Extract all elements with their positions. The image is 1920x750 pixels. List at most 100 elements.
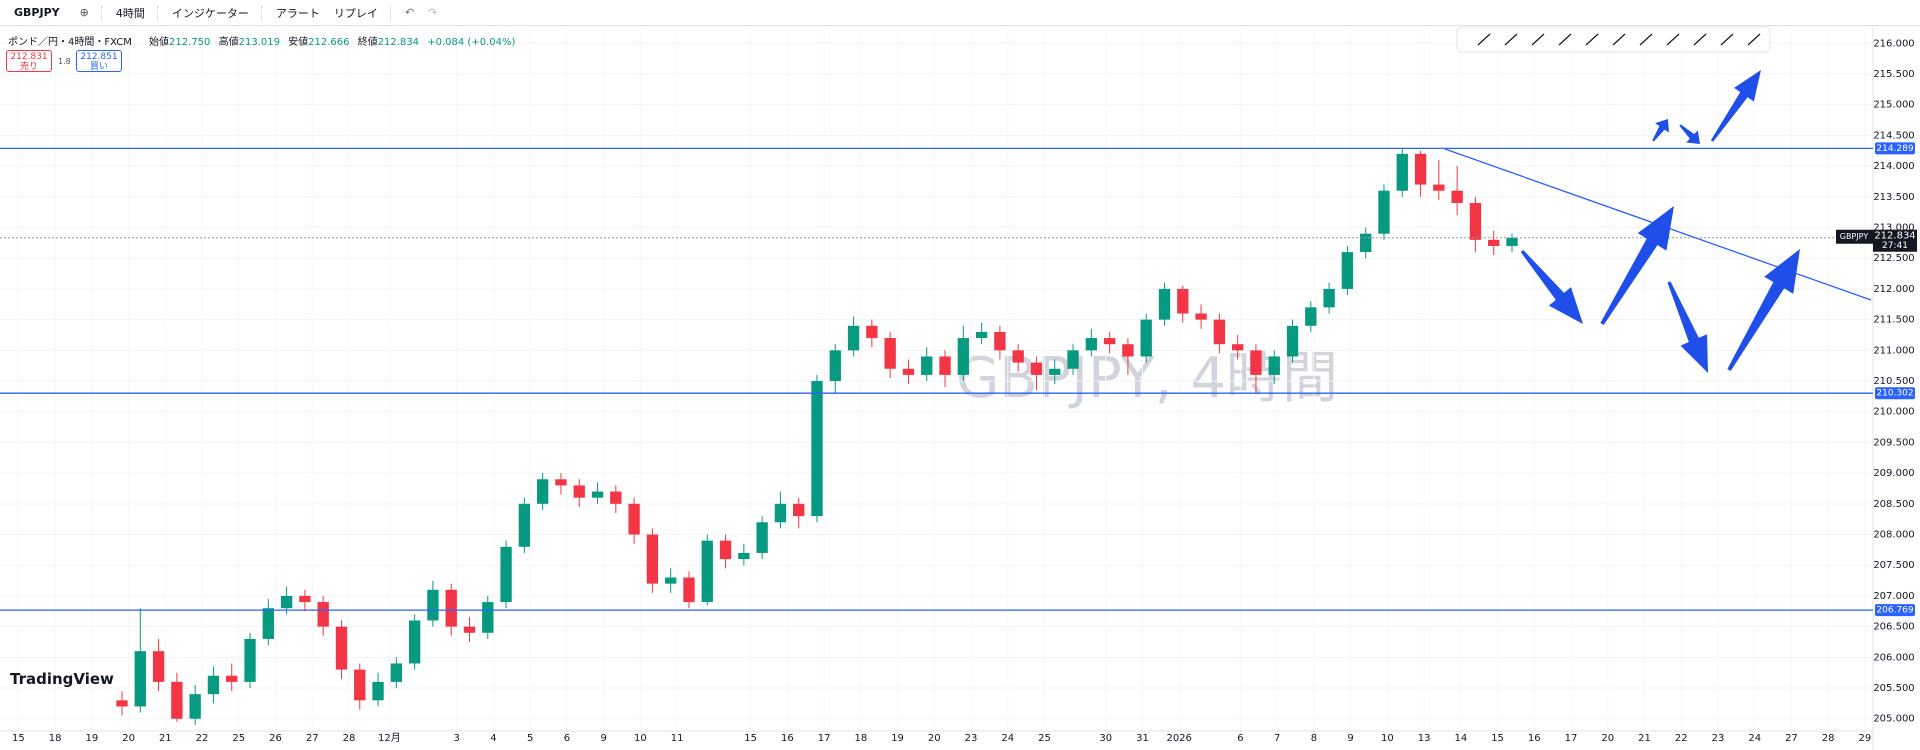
x-tick-label: 28	[343, 733, 356, 744]
x-tick-label: 4	[490, 733, 496, 744]
candle-body	[957, 338, 969, 375]
arrow	[1710, 70, 1761, 142]
candle-body	[335, 626, 348, 670]
ohlc-label: 終値	[357, 37, 378, 48]
arrow	[1727, 249, 1800, 371]
tool-icon	[1639, 33, 1653, 46]
arrow	[1667, 281, 1708, 373]
legend: ポンド／円・4時間・FXCM 始値212.750 高値213.019 安値212…	[8, 33, 520, 48]
candle-body	[1323, 288, 1335, 308]
x-tick-label: 28	[1822, 733, 1835, 744]
line-price-label: 206.769	[1876, 606, 1913, 616]
sell-button[interactable]: 212.831 売り	[6, 50, 52, 72]
tool-icon	[1585, 33, 1599, 46]
candle-body	[427, 589, 439, 621]
x-tick-label: 6	[1237, 733, 1243, 744]
candle-body	[1469, 202, 1482, 240]
candle-body	[1085, 338, 1098, 351]
x-tick-label: 9	[1347, 733, 1353, 744]
x-tick-label: 21	[1638, 733, 1651, 744]
ohlc-value: 213.019	[238, 37, 280, 48]
y-tick-label: 212.500	[1873, 253, 1914, 264]
x-tick-label: 10	[634, 733, 647, 744]
line-price-bg	[1875, 604, 1915, 617]
x-tick-label: 20	[928, 733, 941, 744]
candle-body	[1305, 307, 1317, 326]
y-tick-label: 206.500	[1873, 622, 1914, 633]
x-tick-label: 14	[1454, 733, 1467, 744]
drawing-toolbar	[1456, 26, 1771, 53]
last-price-label: 212.834	[1874, 231, 1915, 242]
candle-body	[262, 608, 274, 639]
tool-icon	[1531, 33, 1545, 46]
undo[interactable]: ↶	[404, 6, 415, 19]
candle-body	[829, 350, 841, 382]
x-tick-label: 19	[85, 733, 98, 744]
y-tick-label: 210.500	[1873, 376, 1914, 387]
candle-body	[134, 651, 146, 707]
x-tick-label: 21	[159, 733, 172, 744]
instrument: ポンド／円・4時間・FXCM	[8, 37, 132, 48]
y-tick-label: 216.000	[1873, 38, 1914, 49]
y-tick-label: 214.000	[1873, 161, 1914, 172]
line-price-label: 214.289	[1876, 144, 1913, 154]
indicators[interactable]: インジケーター	[171, 6, 249, 20]
tool-icon	[1693, 33, 1707, 46]
x-tick-label: 20	[1601, 733, 1614, 744]
arrow	[1652, 119, 1669, 142]
replay[interactable]: リプレイ	[333, 6, 378, 20]
y-tick-label: 215.000	[1873, 100, 1914, 111]
candle-body	[1103, 338, 1116, 345]
x-tick-label: 3	[454, 733, 460, 744]
candle-body	[1049, 368, 1061, 375]
y-tick-label: 215.500	[1873, 69, 1914, 80]
x-tick-label: 15	[1491, 733, 1504, 744]
compare[interactable]: ⊕	[79, 6, 89, 19]
candle-body	[500, 546, 512, 603]
candle-body	[866, 325, 878, 339]
x-tick-label: 2026	[1166, 733, 1191, 744]
candle-body	[1506, 237, 1518, 246]
candle-body	[683, 577, 695, 603]
candle-body	[1488, 239, 1500, 246]
last-price-bg	[1873, 229, 1917, 252]
candle-body	[280, 595, 293, 609]
symbol[interactable]: GBPJPY	[14, 6, 60, 19]
candle-body	[719, 540, 732, 560]
candle-body	[1250, 350, 1262, 375]
buy-price: 212.851	[80, 52, 118, 62]
candle-body	[573, 485, 585, 498]
candle-body	[793, 503, 805, 517]
separator	[260, 4, 262, 21]
logo: TradingView	[10, 670, 114, 688]
candle-body	[226, 675, 238, 682]
candle-body	[152, 651, 165, 682]
sell-label: 売り	[19, 62, 38, 72]
x-tick-label: 25	[1038, 733, 1051, 744]
candle-body	[756, 522, 768, 553]
x-tick-label: 18	[854, 733, 867, 744]
x-tick-label: 27	[1785, 733, 1798, 744]
candle-body	[445, 589, 457, 627]
candle-body	[1451, 190, 1463, 203]
candle-body	[811, 381, 823, 517]
candle-body	[902, 368, 915, 375]
candle-body	[1341, 252, 1354, 289]
top-toolbar: GBPJPY ⊕ 4時間 インジケーター アラート リプレイ ↶ ↷	[0, 0, 1920, 26]
candle-body	[408, 620, 421, 664]
y-tick-label: 213.500	[1873, 192, 1914, 203]
candle-body	[1158, 288, 1171, 320]
redo[interactable]: ↷	[428, 6, 438, 19]
interval[interactable]: 4時間	[115, 6, 145, 20]
x-tick-label: 11	[671, 733, 684, 744]
alert[interactable]: アラート	[275, 6, 320, 20]
candle-body	[994, 331, 1006, 351]
ohlc-label: 安値	[288, 37, 309, 48]
x-tick-label: 25	[232, 733, 245, 744]
x-tick-label: 13	[1418, 733, 1431, 744]
candle-body	[518, 503, 531, 547]
candle-body	[207, 675, 220, 695]
x-tick-label: 20	[122, 733, 135, 744]
buy-button[interactable]: 212.851 買い	[76, 50, 122, 72]
y-tick-label: 211.500	[1873, 315, 1914, 326]
